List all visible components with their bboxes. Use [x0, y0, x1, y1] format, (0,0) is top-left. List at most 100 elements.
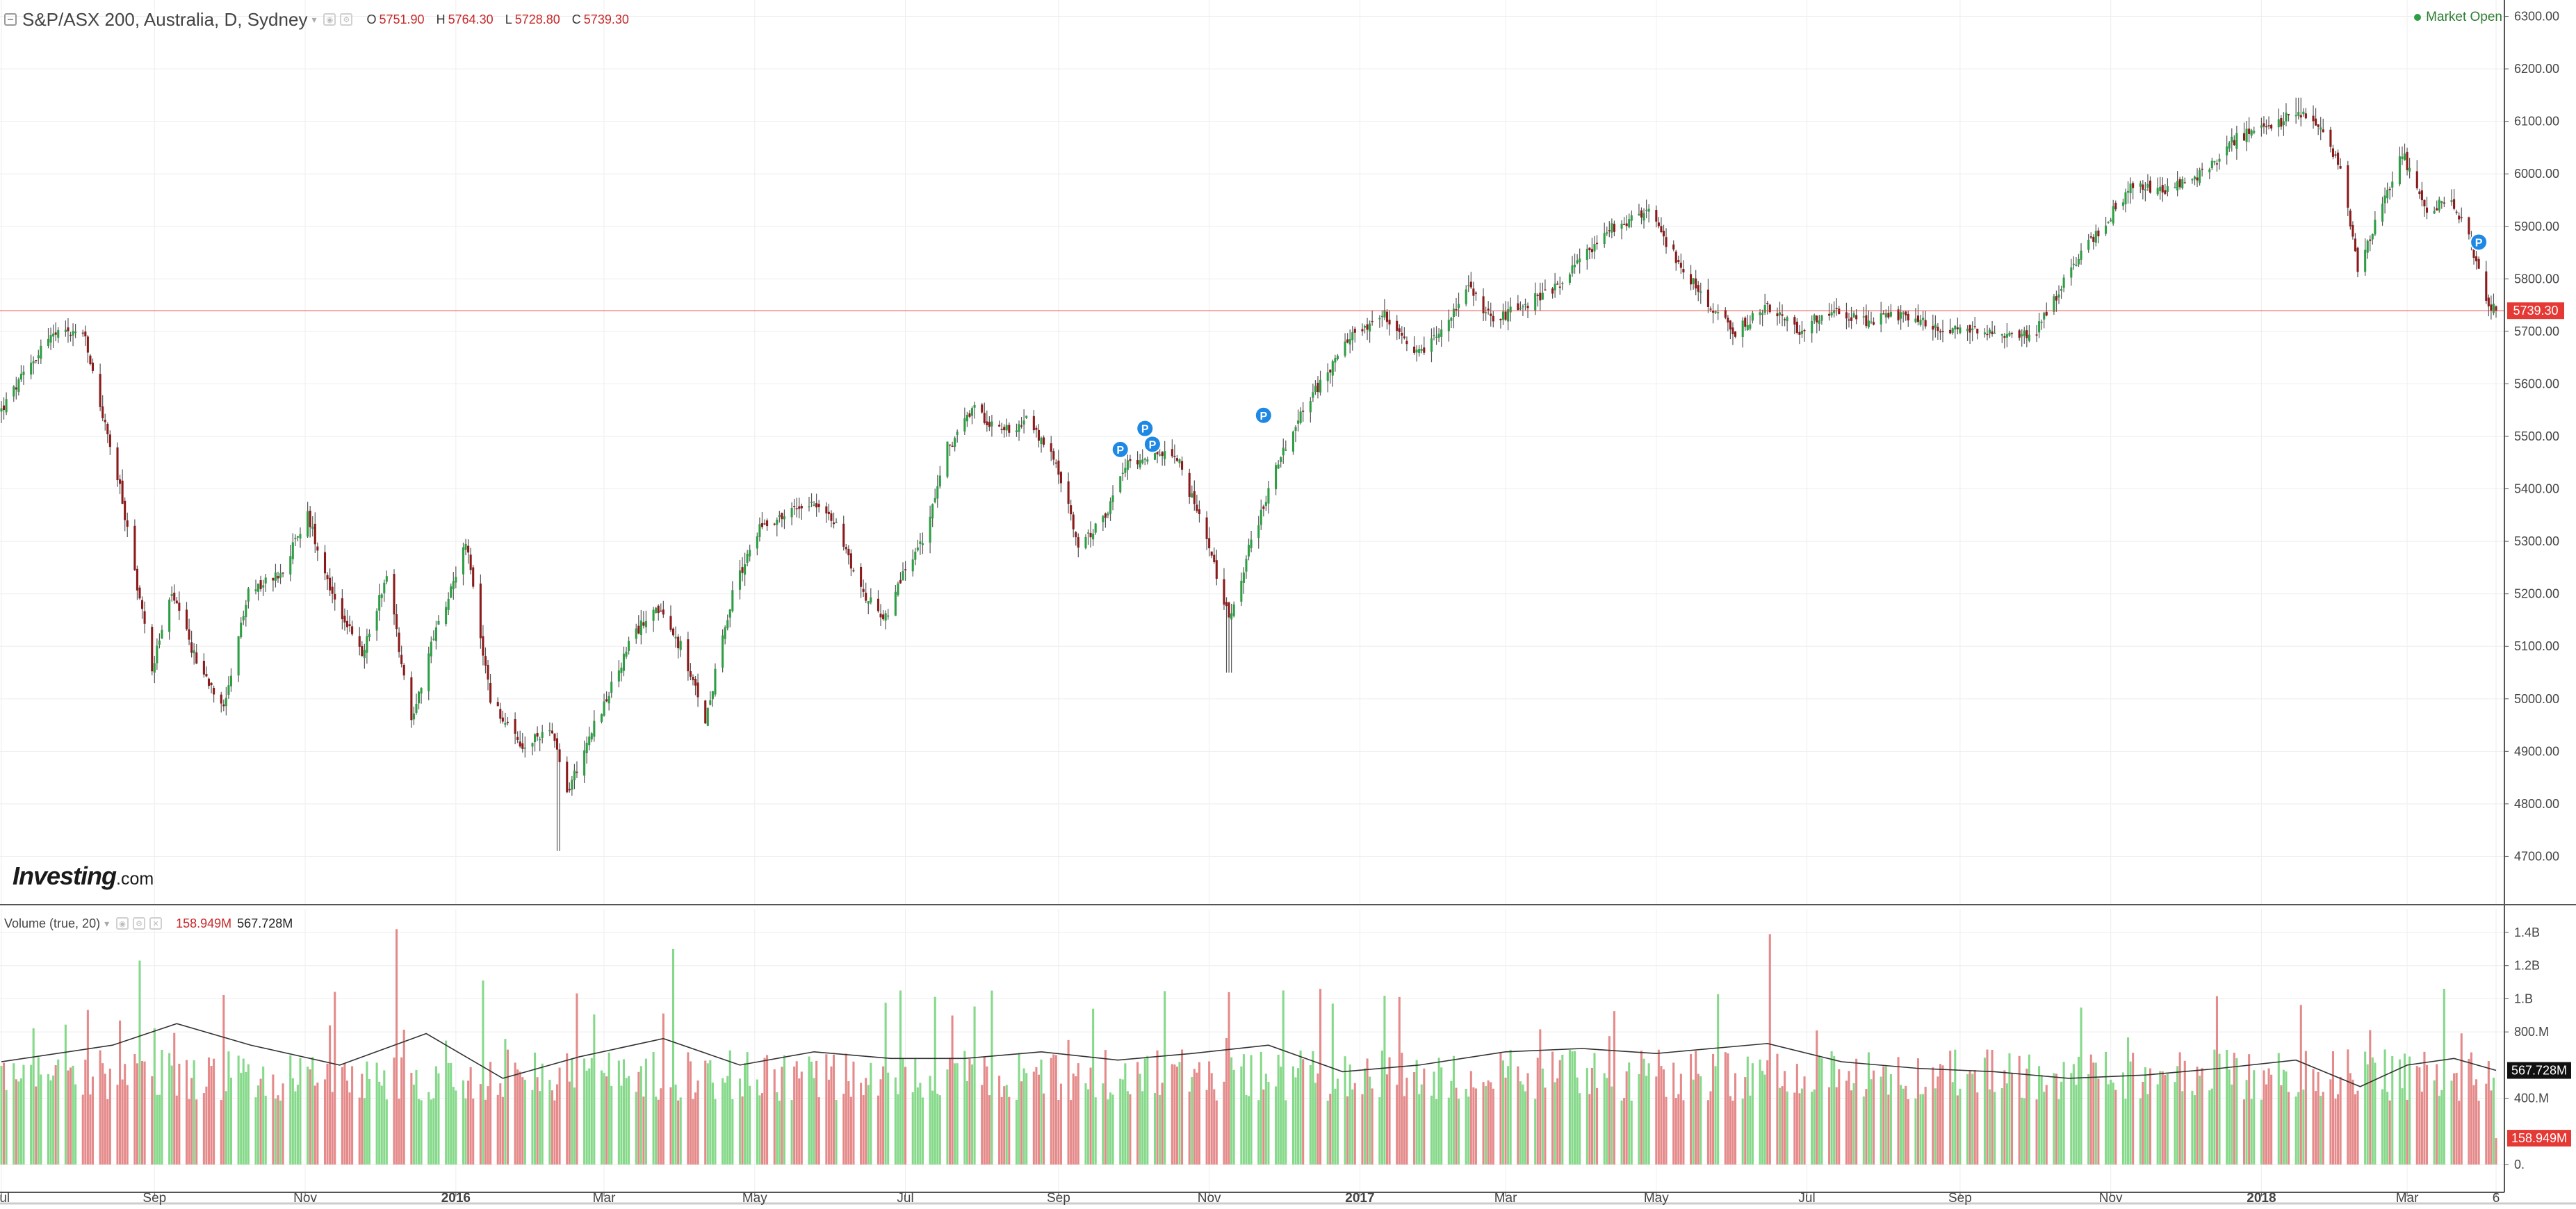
volume-settings-button[interactable]: ⚙ — [133, 917, 146, 930]
volume-bar — [1679, 1074, 1682, 1165]
candle-down — [272, 577, 275, 581]
volume-ma-value: 567.728M — [237, 916, 293, 930]
event-marker-icon[interactable]: P — [1143, 435, 1161, 454]
candle-up — [1164, 451, 1166, 459]
event-marker-icon[interactable]: P — [2470, 233, 2488, 252]
volume-bar — [1568, 1050, 1571, 1165]
event-marker-icon[interactable]: P — [1136, 419, 1155, 438]
candle-down — [2215, 163, 2218, 165]
volume-bar — [220, 1100, 222, 1165]
volume-bar — [1744, 1077, 1747, 1165]
symbol-title[interactable]: S&P/ASX 200, Australia, D, Sydney — [22, 8, 308, 30]
volume-bar — [1126, 1091, 1129, 1165]
candle-down — [469, 554, 472, 570]
volume-bar — [1348, 1064, 1351, 1165]
volume-bar — [277, 1095, 279, 1165]
candle-up — [1524, 304, 1527, 306]
volume-bar — [170, 1065, 173, 1165]
volume-dropdown-icon[interactable]: ▾ — [104, 917, 110, 929]
candle-up — [914, 551, 917, 560]
volume-remove-button[interactable]: ✕ — [149, 917, 163, 930]
marker-circle — [2470, 233, 2488, 252]
volume-bar — [89, 1094, 92, 1165]
volume-bar — [1153, 1092, 1157, 1165]
volume-bar — [934, 996, 936, 1165]
candle-up — [1833, 310, 1836, 313]
volume-title[interactable]: Volume (true, 20) — [4, 916, 101, 930]
volume-bar — [904, 1067, 907, 1165]
volume-bar — [731, 1099, 734, 1165]
volume-bar — [628, 1076, 630, 1165]
candle-down — [687, 639, 690, 672]
volume-bar — [195, 1099, 198, 1165]
candle-down — [1052, 451, 1055, 460]
volume-bar — [835, 1100, 838, 1165]
candle-down — [2329, 129, 2332, 147]
candle-down — [2369, 239, 2372, 241]
volume-bar — [2425, 1064, 2429, 1165]
volume-bar — [1741, 1099, 1744, 1165]
volume-bar — [726, 1076, 729, 1165]
candle-up — [455, 577, 457, 583]
volume-bar — [2418, 1067, 2421, 1165]
volume-bar — [1054, 1055, 1057, 1165]
hide-series-button[interactable]: ◉ — [323, 13, 336, 26]
candle-up — [808, 506, 810, 508]
collapse-main-pane-button[interactable] — [4, 13, 17, 26]
candle-down — [124, 500, 127, 520]
volume-layer — [0, 929, 2497, 1165]
volume-bar — [709, 1060, 712, 1165]
volume-bar — [1709, 1091, 1712, 1165]
volume-bar — [2297, 1092, 2300, 1165]
volume-bar — [711, 1083, 714, 1165]
volume-bar — [506, 1049, 509, 1165]
candle-up — [1334, 358, 1337, 363]
volume-bar — [1954, 1049, 1957, 1165]
volume-bar — [1398, 996, 1401, 1165]
volume-bar — [1240, 1066, 1243, 1165]
volume-bar — [1334, 1088, 1337, 1165]
volume-bar — [74, 1084, 77, 1165]
candle-down — [220, 694, 222, 704]
series-settings-button[interactable]: ⚙ — [340, 13, 353, 26]
symbol-dropdown-icon[interactable]: ▾ — [311, 13, 317, 25]
event-marker-icon[interactable]: P — [1254, 406, 1273, 425]
candle-up — [1369, 323, 1371, 332]
volume-hide-button[interactable]: ◉ — [116, 917, 129, 930]
candle-down — [190, 642, 193, 653]
volume-bar — [981, 1085, 984, 1165]
candle-up — [625, 651, 628, 657]
volume-bar — [1865, 1089, 1868, 1165]
volume-bar — [2470, 1052, 2473, 1165]
candle-down — [108, 434, 111, 447]
candle-up — [2285, 113, 2288, 122]
candle-down — [2337, 152, 2340, 165]
candle-down — [501, 717, 504, 722]
volume-bar — [1346, 1096, 1349, 1165]
candle-up — [74, 331, 77, 334]
volume-bar — [2105, 1051, 2108, 1165]
volume-bar — [1430, 1095, 1433, 1165]
volume-bar — [1692, 1079, 1695, 1165]
volume-bar — [259, 1078, 262, 1165]
volume-bar — [1499, 1052, 1502, 1165]
candle-down — [138, 587, 141, 599]
candle-down — [1059, 472, 1062, 484]
volume-bar — [1433, 1071, 1435, 1165]
volume-bar — [588, 1068, 591, 1165]
candle-up — [674, 636, 677, 639]
candle-down — [568, 789, 571, 791]
volume-bar — [1215, 1100, 1218, 1165]
volume-bar — [1784, 1071, 1786, 1165]
candle-down — [173, 592, 176, 601]
investing-logo[interactable]: Investing .com — [13, 862, 154, 891]
volume-bar — [973, 1006, 976, 1165]
volume-bar — [1124, 1063, 1127, 1165]
volume-bar — [1793, 1092, 1796, 1165]
volume-bar — [487, 1086, 489, 1165]
volume-bar — [536, 1077, 539, 1165]
volume-bar — [620, 1085, 623, 1165]
event-marker-icon[interactable]: P — [1111, 440, 1130, 459]
volume-bar — [334, 992, 336, 1165]
